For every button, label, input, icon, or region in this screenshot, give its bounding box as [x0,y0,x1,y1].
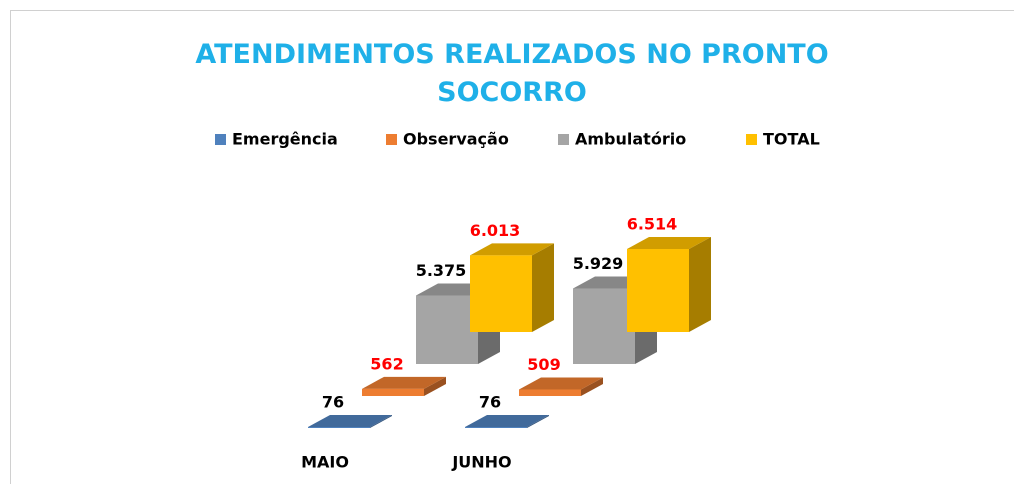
bar-top [519,377,603,390]
legend-label: TOTAL [763,130,820,149]
bar-top [362,376,446,389]
bar-front [470,255,532,332]
bar-side [527,415,549,428]
bar-front [573,288,635,364]
bar-top [465,415,549,427]
bar-front [362,388,424,396]
bar-front [519,389,581,396]
x-tick-label: JUNHO [451,453,511,472]
legend-swatch [558,134,569,145]
data-label: 76 [479,393,501,412]
bar [470,243,554,332]
legend-swatch [746,134,757,145]
data-label: 509 [527,355,560,374]
bar [627,237,711,332]
legend-swatch [386,134,397,145]
data-label: 76 [322,393,344,412]
bar-top [470,243,554,256]
data-label: 5.375 [416,261,467,280]
bar [465,415,549,428]
bar-side [424,376,446,396]
bar-front [465,427,527,428]
bar-front [308,427,370,428]
bar-front [627,249,689,332]
bar-top [308,415,392,427]
data-label: 6.514 [627,215,678,234]
bar-side [532,243,554,332]
data-label: 5.929 [573,254,624,273]
bar-side [581,377,603,396]
legend-label: Observação [403,130,509,149]
legend-swatch [215,134,226,145]
legend-label: Ambulatório [575,130,686,149]
bar-front [416,295,478,364]
bar [519,377,603,396]
bar [308,415,392,428]
bar-side [370,415,392,428]
chart-frame [10,10,1014,484]
chart-title: ATENDIMENTOS REALIZADOS NO PRONTO SOCORR… [195,39,829,108]
bar-side [689,237,711,332]
x-tick-label: MAIO [301,453,349,472]
legend-label: Emergência [232,130,338,149]
bar-top [627,237,711,249]
data-label: 6.013 [470,221,521,240]
bar [362,376,446,396]
data-label: 562 [370,354,403,373]
